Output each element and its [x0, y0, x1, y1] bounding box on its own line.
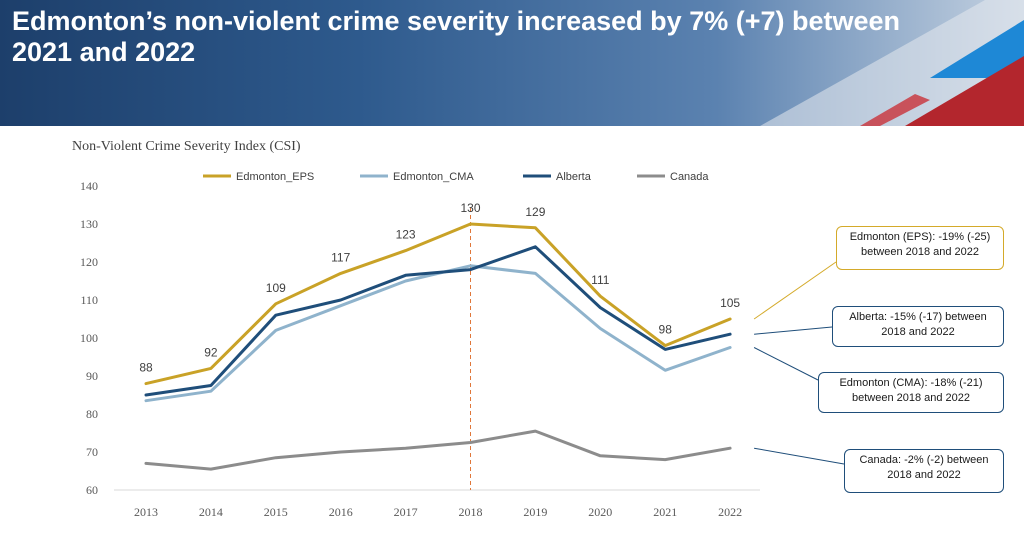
data-label: 109: [266, 281, 286, 295]
data-label: 88: [139, 361, 153, 375]
header-banner: Edmonton’s non-violent crime severity in…: [0, 0, 1024, 126]
callout-text-line: Edmonton (CMA): -18% (-21): [839, 377, 983, 389]
legend-label-alberta: Alberta: [556, 171, 592, 183]
callout-connector: [753, 261, 837, 320]
callout-connector: [753, 347, 819, 381]
data-label: 117: [331, 250, 350, 264]
x-tick-label: 2014: [199, 505, 223, 519]
series-line-canada: [144, 429, 732, 471]
callout-text-line: Canada: -2% (-2) between: [859, 454, 989, 466]
series-line-alberta: [144, 245, 732, 397]
callout-edmonton_eps: Edmonton (EPS): -19% (-25) between 2018 a…: [836, 226, 1004, 270]
x-tick-label: 2013: [134, 505, 158, 519]
x-tick-label: 2016: [329, 505, 353, 519]
y-tick-label: 130: [80, 217, 98, 231]
legend-label-edmonton_cma: Edmonton_CMA: [393, 171, 474, 183]
x-tick-label: 2021: [653, 505, 677, 519]
y-tick-label: 110: [80, 293, 98, 307]
callout-text-line: between 2018 and 2022: [851, 392, 971, 404]
y-tick-label: 100: [80, 331, 98, 345]
y-tick-label: 140: [80, 179, 98, 193]
chart-title: Non-Violent Crime Severity Index (CSI): [72, 139, 301, 154]
callout-edmonton_cma: Edmonton (CMA): -18% (-21) between 2018 a…: [818, 372, 1004, 413]
x-tick-label: 2022: [718, 505, 742, 519]
page-title: Edmonton’s non-violent crime severity in…: [12, 6, 901, 67]
y-tick-label: 120: [80, 255, 98, 269]
data-label: 92: [204, 345, 218, 359]
y-tick-label: 90: [86, 369, 98, 383]
x-tick-label: 2015: [264, 505, 288, 519]
callout-text-line: Edmonton (EPS): -19% (-25): [849, 231, 991, 243]
callout-text-line: Alberta: -15% (-17) between: [849, 311, 987, 323]
x-tick-label: 2020: [588, 505, 612, 519]
x-tick-label: 2018: [459, 505, 483, 519]
callout-text-line: 2018 and 2022: [887, 469, 961, 481]
data-label: 98: [659, 323, 673, 337]
banner-decoration: [760, 0, 1024, 126]
x-tick-label: 2019: [523, 505, 547, 519]
data-label: 123: [396, 228, 416, 242]
data-label: 105: [720, 296, 740, 310]
data-label: 130: [460, 201, 480, 215]
callout-connector: [754, 326, 833, 335]
callout-text-line: 2018 and 2022: [881, 326, 955, 338]
callout-alberta: Alberta: -15% (-17) between 2018 and 2022: [832, 306, 1004, 347]
data-label: 111: [591, 273, 610, 287]
y-tick-label: 80: [86, 407, 98, 421]
legend-label-canada: Canada: [670, 171, 709, 183]
legend-label-edmonton_eps: Edmonton_EPS: [236, 171, 314, 183]
y-tick-label: 60: [86, 483, 98, 497]
data-label: 129: [525, 205, 545, 219]
x-tick-label: 2017: [394, 505, 418, 519]
callout-canada: Canada: -2% (-2) between 2018 and 2022: [844, 449, 1004, 493]
callout-text-line: between 2018 and 2022: [860, 246, 980, 258]
line-chart: 60 70 80 90 100 110 120 130 140 2013 2014 2015 2016 2…: [80, 171, 845, 519]
series-line-edmonton_eps: [144, 222, 732, 386]
callout-connector: [754, 447, 845, 465]
y-tick-label: 70: [86, 445, 98, 459]
